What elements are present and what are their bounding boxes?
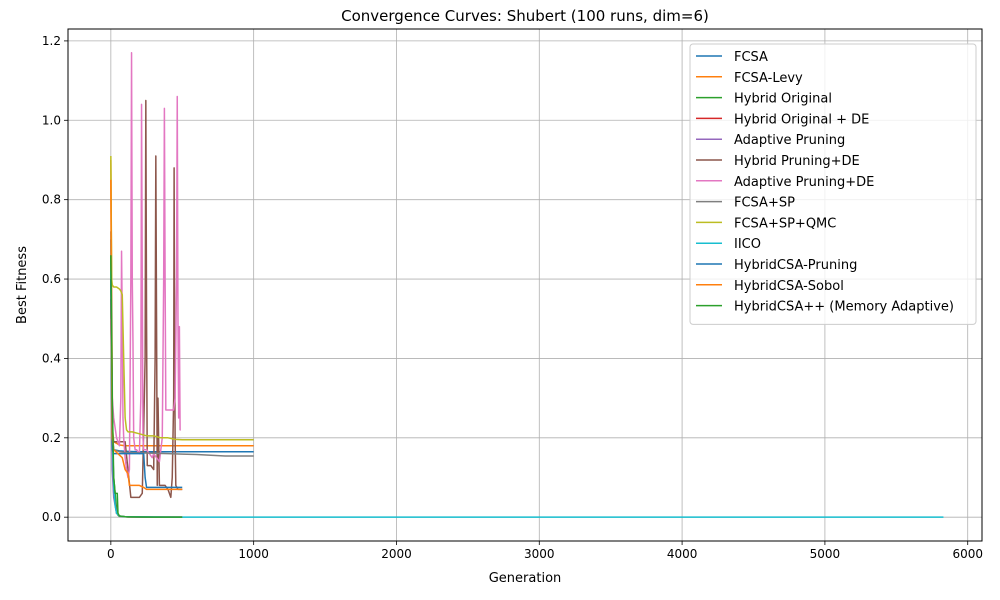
legend-label: HybridCSA-Pruning (734, 258, 857, 273)
legend-label: Adaptive Pruning (734, 133, 845, 148)
x-tick-label: 1000 (238, 547, 269, 561)
legend-label: HybridCSA++ (Memory Adaptive) (734, 300, 954, 315)
y-tick-label: 0.8 (42, 193, 61, 207)
x-tick-label: 0 (107, 547, 115, 561)
legend-box (689, 43, 977, 325)
legend-label: IICO (734, 237, 761, 252)
x-tick-label: 3000 (524, 547, 555, 561)
y-tick-label: 0.6 (42, 272, 61, 286)
plot-frame (67, 28, 983, 542)
legend-label: Hybrid Original + DE (734, 112, 869, 127)
legend-label: FCSA (734, 50, 768, 65)
series-line (110, 156, 254, 441)
y-axis-label: Best Fitness (15, 246, 30, 324)
x-axis-label: Generation (489, 571, 562, 586)
series-lines (110, 52, 944, 518)
legend-label: Hybrid Original (734, 92, 832, 107)
legend: FCSA FCSA-Levy Hybrid Original Hybrid Origi… (689, 43, 977, 325)
y-tick-label: 0.2 (42, 431, 61, 445)
axis-ticks: 0 1000 2000 3000 4000 5000 6000 0.0 0.2 0.4 0.6 0.8… (42, 34, 983, 561)
y-tick-label: 0.4 (42, 351, 61, 365)
legend-label: Hybrid Pruning+DE (734, 154, 860, 169)
y-tick-label: 1.0 (42, 113, 61, 127)
x-tick-label: 4000 (667, 547, 698, 561)
series-line (110, 255, 183, 518)
x-tick-label: 5000 (810, 547, 841, 561)
legend-label: Adaptive Pruning+DE (734, 175, 874, 190)
x-tick-label: 2000 (381, 547, 412, 561)
y-tick-label: 1.2 (42, 34, 61, 48)
legend-label: FCSA-Levy (734, 71, 803, 86)
series-line (110, 52, 181, 479)
legend-label: FCSA+SP (734, 196, 795, 211)
legend-label: FCSA+SP+QMC (734, 216, 836, 231)
x-tick-label: 6000 (952, 547, 983, 561)
legend-label: HybridCSA-Sobol (734, 279, 844, 294)
series-line (110, 99, 183, 499)
y-tick-label: 0.0 (42, 510, 61, 524)
chart-title: Convergence Curves: Shubert (100 runs, d… (341, 7, 709, 25)
